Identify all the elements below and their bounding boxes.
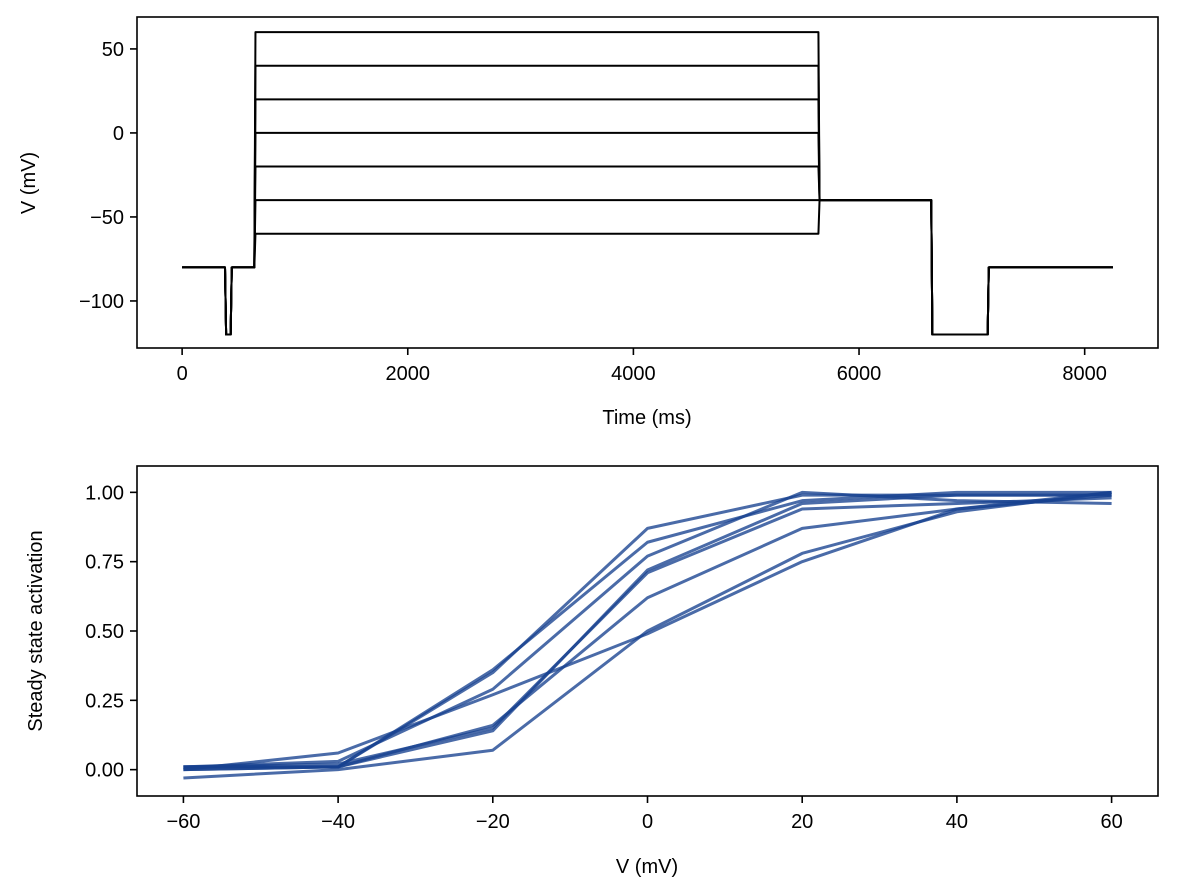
series-line-7 — [183, 493, 1112, 772]
y-tick-label: 0 — [113, 123, 124, 145]
x-tick-label: 8000 — [1062, 363, 1107, 385]
axes-frame-bottom — [136, 465, 1159, 797]
y-ticks-top: −100 −50 0 50 — [79, 39, 137, 313]
y-tick-label: 0.75 — [85, 552, 124, 574]
y-tick-label: 1.00 — [85, 482, 124, 504]
series-line-2 — [183, 490, 1112, 769]
activation-curves — [183, 490, 1112, 780]
y-axis-label-top: V (mV) — [18, 152, 40, 214]
y-tick-label: 50 — [102, 39, 124, 61]
x-ticks-bottom: −60 −40 −20 0 20 40 60 — [166, 796, 1123, 833]
series-line-6 — [182, 199, 1113, 336]
x-tick-label: 40 — [946, 811, 968, 833]
protocol-traces — [182, 31, 1113, 336]
x-tick-label: 0 — [642, 811, 653, 833]
activation-panel: −60 −40 −20 0 20 40 60 0.00 0.25 0.50 0.75 1.00 V … — [25, 465, 1159, 878]
x-tick-label: 20 — [791, 811, 813, 833]
voltage-protocol-panel: 0 2000 4000 6000 8000 −100 −50 0 50 Time (ms) V… — [18, 16, 1159, 429]
y-tick-label: 0.25 — [85, 690, 124, 712]
y-tick-label: 0.00 — [85, 760, 124, 782]
series-line-6 — [183, 490, 1112, 780]
x-tick-label: 6000 — [837, 363, 882, 385]
x-tick-label: −40 — [321, 811, 355, 833]
axes-frame-top — [136, 16, 1159, 349]
x-tick-label: 2000 — [386, 363, 431, 385]
x-tick-label: 0 — [177, 363, 188, 385]
x-tick-label: −60 — [166, 811, 200, 833]
y-tick-label: −50 — [90, 207, 124, 229]
x-tick-label: −20 — [476, 811, 510, 833]
y-ticks-bottom: 0.00 0.25 0.50 0.75 1.00 — [85, 482, 137, 782]
x-tick-label: 4000 — [611, 363, 656, 385]
y-tick-label: −100 — [79, 291, 124, 313]
series-line-4 — [183, 496, 1112, 769]
x-axis-label-top: Time (ms) — [602, 407, 691, 429]
y-tick-label: 0.50 — [85, 621, 124, 643]
x-axis-label-bottom: V (mV) — [616, 856, 678, 878]
x-ticks-top: 0 2000 4000 6000 8000 — [177, 348, 1107, 385]
x-tick-label: 60 — [1100, 811, 1122, 833]
y-axis-label-bottom: Steady state activation — [25, 530, 47, 731]
